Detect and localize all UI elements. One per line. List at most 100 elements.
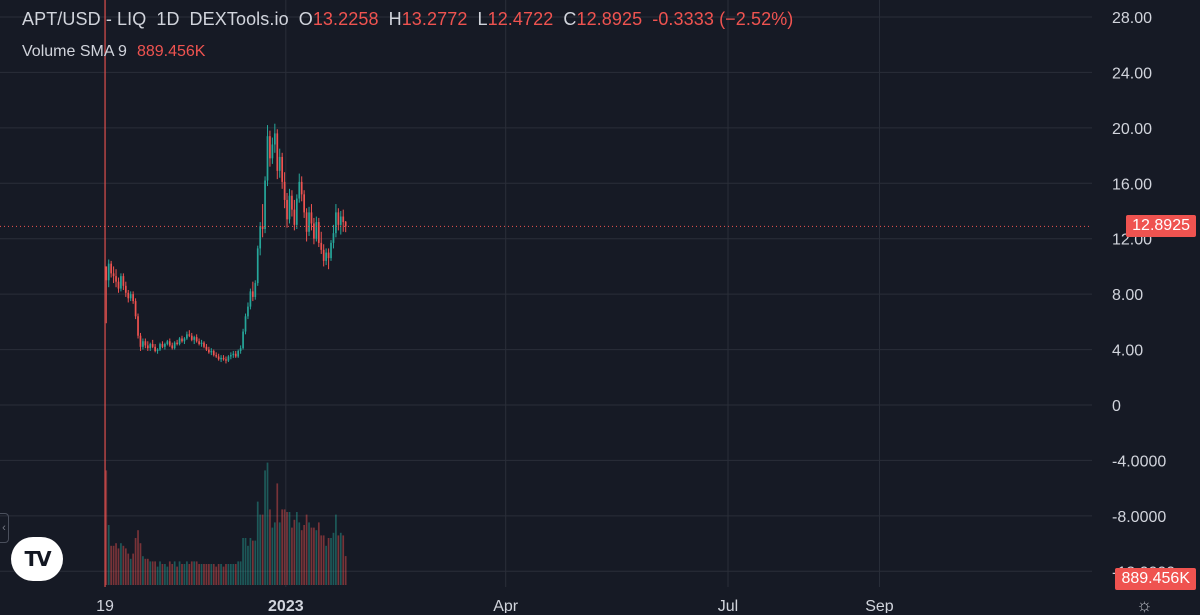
- volume-bar: [115, 543, 117, 585]
- candle-body: [322, 249, 325, 261]
- ohlc-legend: APT/USD - LIQ 1D DEXTools.io O13.2258 H13.27…: [22, 9, 793, 30]
- candle-body: [276, 133, 279, 171]
- candle-body: [212, 350, 215, 356]
- x-tick-label: Jul: [718, 598, 738, 613]
- interval-label[interactable]: 1D: [156, 9, 180, 29]
- volume-bar: [230, 564, 232, 585]
- volume-bar: [264, 470, 266, 585]
- data-source: DEXTools.io: [189, 9, 289, 29]
- volume-bar: [176, 566, 178, 585]
- volume-bar: [198, 564, 200, 585]
- last-price-tag: 12.8925: [1126, 215, 1196, 238]
- volume-bar: [132, 553, 134, 585]
- volume-bar: [139, 543, 142, 585]
- candle-body: [325, 252, 327, 261]
- collapse-panel-handle[interactable]: ‹: [0, 513, 9, 543]
- candle-body: [107, 263, 110, 281]
- volume-bar: [110, 545, 113, 585]
- volume-bar: [215, 566, 218, 585]
- candle-body: [237, 350, 240, 357]
- volume-bar: [337, 535, 340, 585]
- candle-body: [173, 342, 176, 349]
- candle-body: [230, 355, 232, 357]
- candle-body: [266, 136, 269, 181]
- volume-bar: [208, 564, 210, 585]
- candle-body: [339, 216, 342, 225]
- y-tick-label: 0: [1112, 398, 1121, 415]
- candle-body: [271, 144, 274, 159]
- volume-bar: [278, 522, 281, 585]
- symbol-name[interactable]: APT/USD - LIQ: [22, 9, 147, 29]
- volume-bar: [156, 566, 159, 585]
- volume-bar: [166, 566, 169, 585]
- volume-bar: [322, 535, 325, 585]
- open-value: 13.2258: [312, 9, 379, 29]
- candle-body: [222, 357, 225, 360]
- volume-bar: [117, 548, 120, 585]
- volume-bar: [254, 540, 257, 585]
- volume-bar: [300, 530, 303, 585]
- candle-body: [156, 349, 159, 351]
- candle-body: [166, 341, 169, 345]
- candle-body: [320, 242, 323, 250]
- volume-bar: [137, 530, 139, 585]
- volume-bar: [168, 561, 171, 585]
- volume-bar: [200, 564, 203, 585]
- volume-bar: [195, 561, 198, 585]
- candle-body: [144, 341, 147, 346]
- candle-body: [335, 212, 337, 234]
- volume-bar: [317, 522, 320, 585]
- volume-bar: [190, 561, 193, 585]
- volume-bar: [298, 522, 301, 585]
- candle-body: [171, 345, 174, 349]
- candle-body: [151, 344, 154, 347]
- candle-body: [291, 195, 293, 210]
- settings-gear-icon[interactable]: ☼: [1136, 595, 1153, 615]
- volume-bar: [134, 538, 137, 585]
- volume-legend[interactable]: Volume SMA 9 889.456K: [22, 43, 205, 61]
- volume-indicator-value: 889.456K: [136, 43, 206, 60]
- candle-body: [142, 341, 144, 347]
- volume-bar: [271, 527, 274, 585]
- volume-bar: [320, 535, 323, 585]
- tradingview-logo-icon[interactable]: TV: [11, 537, 63, 581]
- volume-bar: [330, 538, 332, 585]
- volume-bar: [244, 538, 247, 585]
- candle-body: [342, 216, 345, 223]
- volume-bar: [173, 561, 176, 585]
- volume-bar: [293, 519, 296, 585]
- x-tick-label: 2023: [268, 598, 304, 613]
- volume-bar: [205, 564, 208, 585]
- candle-body: [227, 356, 230, 361]
- volume-bar: [178, 561, 181, 585]
- candle-body: [327, 252, 330, 259]
- volume-bar: [171, 564, 174, 585]
- candle-body: [110, 263, 113, 274]
- volume-bar: [234, 564, 237, 585]
- candle-body: [315, 222, 318, 239]
- candle-body: [129, 294, 132, 299]
- candle-body: [188, 334, 191, 336]
- candle-body: [217, 356, 220, 360]
- candle-body: [344, 221, 347, 227]
- y-tick-label: 4.00: [1112, 343, 1143, 360]
- candle-body: [264, 180, 266, 230]
- candle-body: [288, 195, 291, 220]
- volume-bar: [105, 470, 108, 585]
- candle-body: [225, 359, 227, 361]
- volume-bar: [310, 527, 313, 585]
- candle-body: [256, 248, 259, 284]
- volume-bar: [303, 525, 306, 585]
- candle-body: [146, 345, 149, 349]
- volume-bar: [159, 561, 161, 585]
- volume-bar: [124, 548, 127, 585]
- volume-bar: [269, 509, 271, 585]
- volume-bar: [291, 527, 293, 585]
- volume-bar: [183, 564, 186, 585]
- candle-body: [251, 291, 254, 297]
- volume-bar: [212, 564, 215, 585]
- candle-body: [310, 212, 313, 224]
- candle-body: [132, 294, 134, 302]
